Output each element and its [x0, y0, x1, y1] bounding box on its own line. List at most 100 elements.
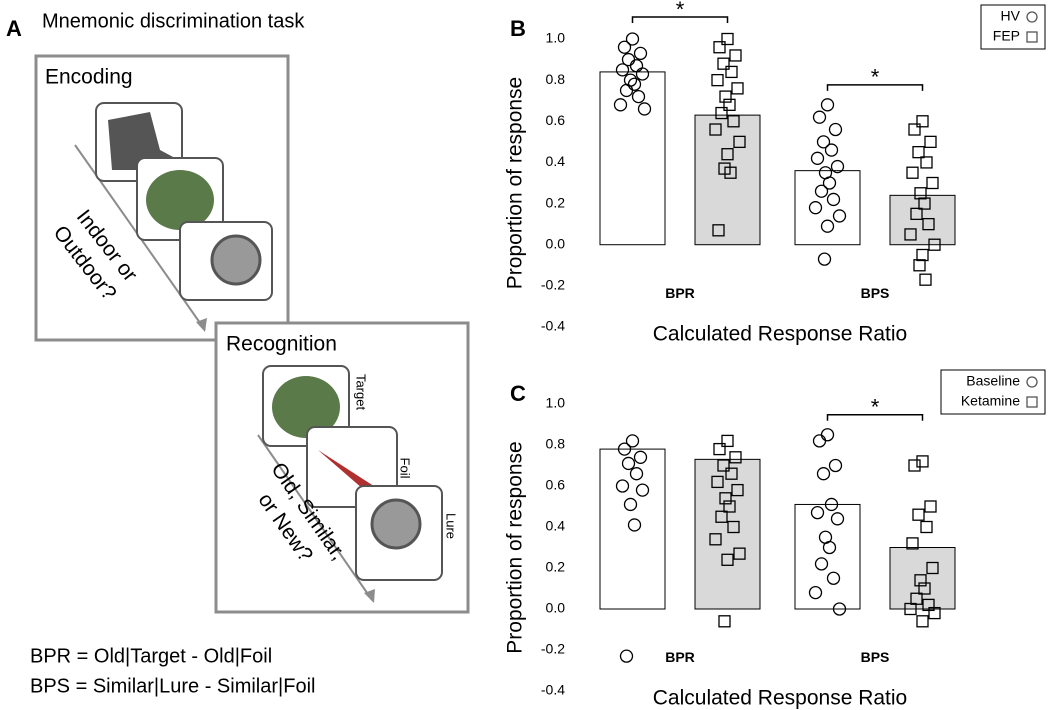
data-point — [715, 106, 728, 120]
y-tick-label: 0.4 — [546, 153, 566, 169]
data-point — [617, 40, 632, 54]
data-point — [627, 518, 642, 532]
bar — [794, 170, 861, 246]
data-point — [709, 123, 722, 136]
data-point — [721, 148, 734, 161]
data-point — [635, 483, 650, 497]
significance-label: * — [676, 0, 685, 22]
data-point — [713, 41, 726, 54]
x-tick-label: BPS — [861, 649, 890, 665]
y-axis-title: Proportion of response — [504, 77, 527, 289]
data-point — [724, 166, 737, 179]
y-tick-label: 0.8 — [546, 436, 566, 452]
data-point — [723, 500, 736, 513]
x-axis-title: Calculated Response Ratio — [653, 687, 907, 710]
legend-label: FEP — [993, 28, 1020, 44]
y-tick-label: 0.0 — [546, 235, 566, 251]
data-point — [729, 451, 742, 464]
data-point — [820, 428, 835, 442]
data-point — [721, 32, 734, 46]
y-tick-label: -0.2 — [541, 641, 565, 657]
data-point — [828, 122, 843, 137]
data-point — [637, 102, 652, 116]
y-tick-label: 1.0 — [546, 30, 566, 46]
data-point — [926, 176, 939, 190]
data-point — [729, 49, 742, 62]
data-point — [725, 467, 738, 480]
formula: BPS = Similar|Lure - Similar|Foil — [30, 675, 315, 697]
legend-marker — [1026, 31, 1038, 43]
significance-label: * — [871, 395, 880, 420]
data-point — [625, 434, 640, 448]
significance-bracket — [631, 16, 729, 23]
legend-marker — [1026, 11, 1038, 23]
data-point — [910, 207, 923, 221]
data-point — [824, 497, 839, 512]
bar — [694, 458, 761, 610]
significance-bracket — [826, 84, 924, 91]
data-point — [824, 143, 839, 157]
y-tick-label: 0.4 — [546, 518, 566, 534]
data-point — [810, 151, 825, 165]
panel-label: C — [510, 381, 526, 406]
data-point — [615, 479, 630, 493]
data-point — [727, 520, 740, 534]
data-point — [830, 159, 845, 174]
data-point — [830, 512, 845, 526]
significance-label: * — [871, 65, 880, 90]
data-point — [721, 434, 734, 448]
data-point — [828, 458, 843, 473]
item-label: Target — [354, 374, 369, 411]
data-point — [725, 65, 738, 79]
x-tick-label: BPR — [665, 285, 695, 301]
data-point — [832, 602, 847, 616]
data-point — [924, 135, 937, 149]
data-point — [912, 508, 925, 521]
encoding-heading: Encoding — [45, 66, 133, 89]
data-point — [808, 585, 823, 600]
data-point — [920, 156, 933, 169]
data-point — [914, 187, 927, 200]
data-point — [723, 98, 736, 111]
y-tick-label: 1.0 — [546, 395, 566, 411]
legend-label: HV — [1001, 8, 1021, 24]
data-point — [908, 123, 921, 136]
legend-marker — [1026, 376, 1038, 388]
y-tick-label: 0.6 — [546, 112, 566, 128]
data-point — [619, 83, 634, 98]
skate-icon — [108, 112, 175, 170]
x-axis-title: Calculated Response Ratio — [653, 323, 907, 346]
bar — [599, 71, 666, 246]
y-tick-label: -0.4 — [541, 682, 565, 698]
bar — [599, 448, 666, 610]
data-point — [808, 201, 823, 215]
data-point — [635, 67, 650, 81]
data-point — [832, 209, 847, 223]
data-point — [623, 497, 638, 512]
data-point — [712, 224, 725, 237]
data-point — [629, 59, 644, 73]
data-point — [820, 219, 835, 233]
data-point — [721, 553, 734, 566]
data-point — [718, 615, 731, 628]
data-point — [717, 57, 730, 70]
data-point — [812, 434, 827, 448]
data-point — [814, 557, 829, 571]
data-point — [908, 459, 921, 472]
data-point — [719, 492, 732, 505]
data-point — [621, 456, 636, 471]
data-point — [924, 500, 937, 513]
formula: BPR = Old|Target - Old|Foil — [30, 645, 272, 667]
data-point — [916, 248, 929, 262]
recognition-heading: Recognition — [226, 333, 337, 356]
data-point — [913, 259, 926, 272]
x-tick-label: BPS — [861, 285, 890, 301]
data-point — [904, 228, 917, 241]
data-point — [733, 547, 746, 560]
arrow — [257, 434, 373, 601]
data-point — [820, 98, 835, 112]
data-point — [916, 615, 929, 628]
y-tick-label: -0.4 — [541, 318, 565, 334]
data-point — [906, 166, 919, 179]
arrow-head — [196, 318, 207, 332]
